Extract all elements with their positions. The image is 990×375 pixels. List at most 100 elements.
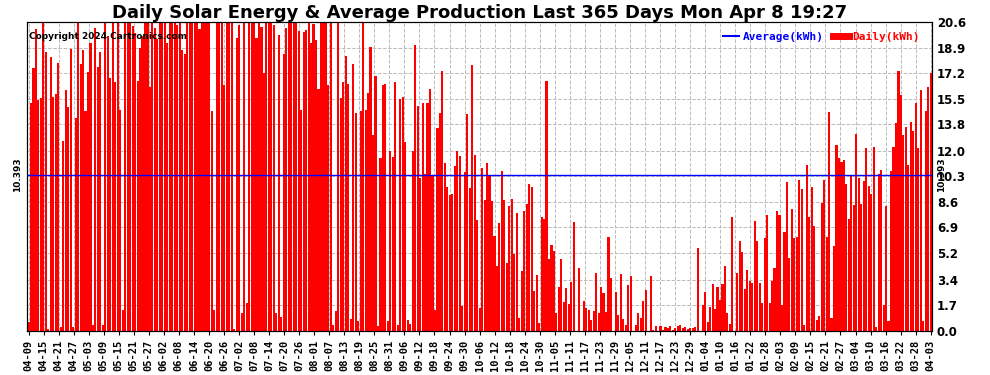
Bar xyxy=(127,22,129,330)
Bar xyxy=(845,184,847,330)
Bar xyxy=(806,165,808,330)
Bar xyxy=(788,258,790,330)
Bar xyxy=(359,111,361,330)
Bar xyxy=(52,96,54,330)
Bar xyxy=(543,219,545,330)
Bar xyxy=(491,201,493,330)
Bar xyxy=(35,29,37,330)
Bar xyxy=(791,209,793,330)
Bar xyxy=(216,22,218,330)
Bar xyxy=(453,166,455,330)
Bar xyxy=(598,312,600,330)
Bar xyxy=(298,31,300,330)
Bar xyxy=(756,241,758,330)
Bar xyxy=(638,313,640,330)
Bar xyxy=(928,87,930,330)
Bar xyxy=(402,97,404,330)
Bar xyxy=(689,328,691,330)
Bar xyxy=(786,182,788,330)
Bar xyxy=(880,170,882,330)
Bar xyxy=(468,188,470,330)
Bar xyxy=(578,268,580,330)
Bar xyxy=(303,32,305,330)
Bar xyxy=(434,310,436,330)
Bar xyxy=(821,202,823,330)
Bar xyxy=(687,328,689,330)
Text: Copyright 2024 Cartronics.com: Copyright 2024 Cartronics.com xyxy=(29,32,187,40)
Bar xyxy=(255,38,257,330)
Bar xyxy=(481,168,483,330)
Bar xyxy=(920,90,922,330)
Bar xyxy=(38,100,40,330)
Bar xyxy=(315,40,317,330)
Bar xyxy=(798,180,800,330)
Bar xyxy=(260,27,262,330)
Bar xyxy=(387,321,389,330)
Bar xyxy=(270,22,272,330)
Bar xyxy=(382,85,384,330)
Bar xyxy=(313,24,315,330)
Bar xyxy=(364,110,366,330)
Bar xyxy=(310,44,312,330)
Bar xyxy=(620,274,622,330)
Bar xyxy=(250,22,252,330)
Bar xyxy=(213,310,216,330)
Bar xyxy=(649,276,651,330)
Bar xyxy=(882,305,885,330)
Bar xyxy=(112,22,114,330)
Bar xyxy=(857,178,860,330)
Bar xyxy=(84,111,86,330)
Bar xyxy=(345,56,346,330)
Bar xyxy=(608,237,610,330)
Bar xyxy=(124,22,126,330)
Bar xyxy=(166,43,168,330)
Bar xyxy=(674,328,676,330)
Bar xyxy=(818,315,820,330)
Bar xyxy=(732,217,734,330)
Bar xyxy=(156,39,158,330)
Bar xyxy=(783,232,785,330)
Bar xyxy=(268,22,270,330)
Bar xyxy=(870,195,872,330)
Bar xyxy=(557,287,560,330)
Bar xyxy=(448,195,450,330)
Text: 10.393: 10.393 xyxy=(937,158,945,192)
Bar xyxy=(318,89,320,330)
Bar xyxy=(40,98,42,330)
Bar xyxy=(773,268,775,330)
Bar xyxy=(412,151,414,330)
Bar xyxy=(437,128,439,330)
Bar xyxy=(603,292,605,330)
Bar xyxy=(30,103,32,330)
Bar xyxy=(724,266,726,330)
Bar xyxy=(414,45,416,330)
Bar xyxy=(583,301,585,330)
Bar xyxy=(826,237,828,330)
Bar xyxy=(229,22,231,330)
Bar xyxy=(104,22,106,330)
Bar xyxy=(288,22,290,330)
Bar xyxy=(129,22,132,330)
Bar xyxy=(625,325,627,330)
Bar xyxy=(526,204,528,330)
Bar xyxy=(737,273,739,330)
Bar xyxy=(241,314,243,330)
Bar xyxy=(246,303,248,330)
Bar xyxy=(208,22,211,330)
Bar xyxy=(186,22,188,330)
Bar xyxy=(422,103,424,330)
Bar xyxy=(496,266,498,330)
Bar xyxy=(528,184,531,330)
Bar xyxy=(134,33,137,330)
Bar xyxy=(394,82,396,330)
Bar xyxy=(555,313,557,330)
Bar xyxy=(211,111,213,330)
Bar xyxy=(253,22,255,330)
Bar xyxy=(590,320,592,330)
Bar xyxy=(45,51,47,330)
Bar xyxy=(283,54,285,330)
Bar xyxy=(117,22,119,330)
Bar xyxy=(541,217,543,330)
Bar xyxy=(328,85,330,330)
Bar xyxy=(910,122,912,330)
